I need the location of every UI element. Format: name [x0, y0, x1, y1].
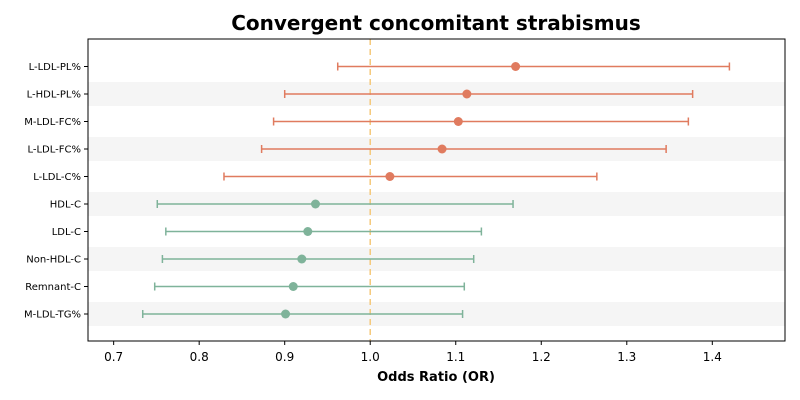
y-axis-ticks: L-LDL-PL% L-HDL-PL% M-LDL-FC% L-LDL-FC% L-LD…	[24, 62, 88, 321]
x-axis-label: Odds Ratio (OR)	[377, 370, 495, 385]
or-point	[288, 282, 298, 291]
y-tick-label: Remnant-C	[25, 282, 81, 293]
estimate-row-ldl-c	[165, 227, 483, 236]
estimate-row-l-ldl-fc	[260, 144, 667, 154]
or-point	[303, 227, 313, 236]
estimate-row-hdl-c	[156, 199, 514, 209]
estimate-row-m-ldl-tg	[141, 309, 464, 319]
y-tick-label: L-LDL-C%	[33, 172, 81, 183]
y-tick-label: HDL-C	[50, 200, 81, 211]
x-tick-label: 0.9	[275, 350, 294, 364]
x-tick-label: 0.8	[190, 350, 209, 364]
x-tick-label: 1.2	[532, 350, 551, 364]
or-point	[511, 62, 521, 71]
or-point	[462, 89, 472, 99]
y-tick-label: Non-HDL-C	[26, 255, 81, 266]
or-point	[310, 199, 320, 209]
x-tick-label: 0.7	[104, 350, 123, 364]
estimate-row-l-ldl-pl	[336, 62, 731, 71]
y-tick-label: M-LDL-FC%	[24, 117, 81, 128]
estimate-row-remnant-c	[153, 282, 466, 291]
chart-title: Convergent concomitant strabismus	[231, 11, 641, 35]
or-point	[437, 144, 447, 154]
y-tick-label: L-HDL-PL%	[27, 90, 81, 101]
estimate-row-m-ldl-fc	[272, 117, 690, 126]
or-point	[385, 172, 395, 181]
estimate-row-l-ldl-c	[223, 172, 598, 181]
x-tick-label: 1.4	[703, 350, 722, 364]
estimate-rows	[141, 62, 731, 319]
estimate-row-non-hdl-c	[161, 254, 475, 264]
y-tick-label: L-LDL-FC%	[27, 145, 81, 156]
y-tick-label: M-LDL-TG%	[24, 310, 81, 321]
or-point	[297, 254, 307, 264]
y-tick-label: L-LDL-PL%	[29, 62, 81, 73]
estimate-row-l-hdl-pl	[283, 89, 694, 99]
x-tick-label: 1.1	[446, 350, 465, 364]
or-point	[453, 117, 463, 126]
or-point	[281, 309, 291, 319]
plot-frame	[87, 38, 786, 342]
x-axis-ticks: 0.7 0.8 0.9 1.0 1.1 1.2 1.3 1.4	[104, 341, 722, 364]
x-tick-label: 1.3	[617, 350, 636, 364]
y-tick-label: LDL-C	[52, 227, 81, 238]
x-tick-label: 1.0	[361, 350, 380, 364]
